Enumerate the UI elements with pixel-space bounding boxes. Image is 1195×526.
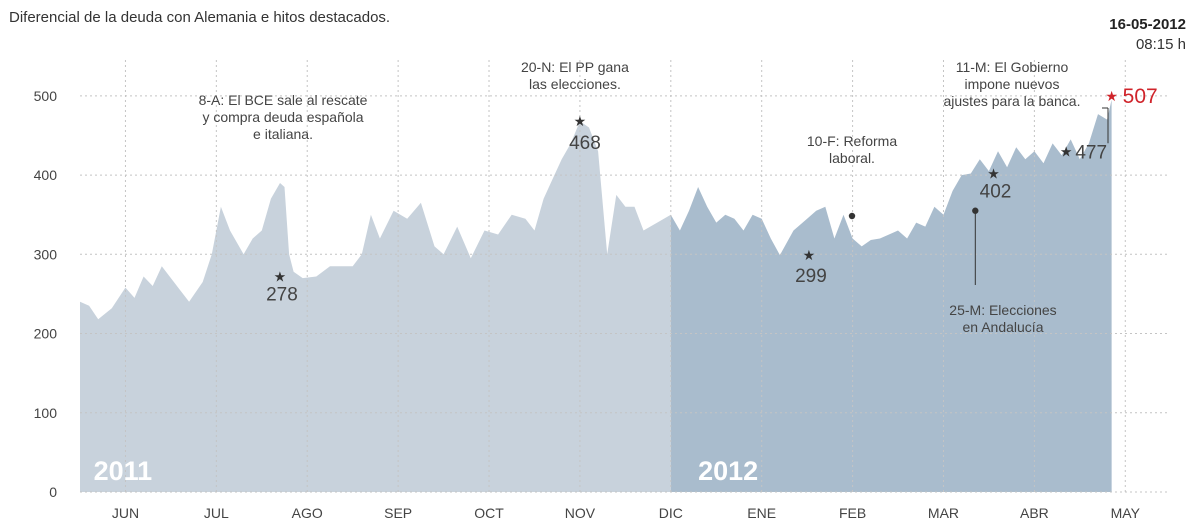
x-tick-label: FEB — [839, 505, 866, 521]
x-tick-label: OCT — [474, 505, 504, 521]
dot-reforma — [848, 212, 856, 220]
annotation-andalucia-line1: 25-M: Elecciones — [949, 302, 1056, 318]
marker-402: ★ — [987, 165, 1000, 181]
x-tick-label: ABR — [1020, 505, 1049, 521]
marker-pp: ★ — [574, 113, 587, 129]
x-tick-label: MAR — [928, 505, 959, 521]
area-layer — [80, 99, 1112, 492]
annotation-pp-line1: 20-N: El PP gana — [521, 59, 629, 75]
annotation-pp-line2: las elecciones. — [529, 76, 621, 92]
chart-time: 08:15 h — [1135, 36, 1186, 53]
y-tick-label: 100 — [34, 405, 58, 421]
area-2012 — [670, 99, 1112, 492]
label-layer: 0 100 200 300 400 500 JUN JUL AGO SEP OCT NOV DIC ENE… — [34, 88, 1141, 521]
annotation-bce-line2: y compra deuda española — [202, 109, 363, 125]
y-tick-label: 0 — [49, 484, 57, 500]
annotation-reforma-line1: 10-F: Reforma — [807, 133, 897, 149]
value-label-507: 507 — [1123, 85, 1158, 108]
annotation-gobierno-line1: 11-M: El Gobierno — [956, 59, 1069, 75]
y-tick-label: 500 — [34, 88, 58, 104]
x-tick-label: ENE — [747, 505, 776, 521]
annotation-andalucia-line2: en Andalucía — [963, 319, 1044, 335]
annotation-bce-line1: 8-A: El BCE sale al rescate — [199, 92, 368, 108]
y-tick-label: 300 — [34, 246, 58, 262]
chart-date: 16-05-2012 — [1109, 16, 1186, 33]
value-label-402: 402 — [980, 181, 1012, 202]
y-tick-label: 400 — [34, 167, 58, 183]
grid-layer — [80, 60, 1168, 493]
x-tick-label: JUL — [204, 505, 229, 521]
x-tick-label: JUN — [112, 505, 139, 521]
x-tick-label: MAY — [1111, 505, 1141, 521]
value-label-468: 468 — [569, 133, 601, 154]
annotation-bce-line3: e italiana. — [253, 126, 313, 142]
year-label: 2012 — [698, 456, 758, 486]
chart-title: Diferencial de la deuda con Alemania e h… — [9, 9, 391, 26]
marker-477: ★ — [1060, 143, 1073, 159]
annotation-gobierno-line2: impone nuevos — [965, 76, 1060, 92]
marker-507: ★ — [1105, 88, 1118, 104]
annotation-reforma-line2: laboral. — [829, 150, 875, 166]
area-2011 — [80, 121, 671, 492]
marker-bce: ★ — [274, 268, 287, 284]
x-tick-label: NOV — [565, 505, 596, 521]
x-tick-label: AGO — [292, 505, 323, 521]
value-label-299: 299 — [795, 266, 827, 287]
x-tick-label: SEP — [384, 505, 412, 521]
y-tick-label: 200 — [34, 326, 58, 342]
value-label-278: 278 — [266, 284, 298, 305]
annotation-gobierno-line3: ajustes para la banca. — [944, 93, 1081, 109]
marker-feb: ★ — [803, 247, 816, 263]
x-tick-label: DIC — [659, 505, 683, 521]
year-label: 2011 — [94, 456, 153, 486]
value-label-477: 477 — [1075, 142, 1107, 163]
